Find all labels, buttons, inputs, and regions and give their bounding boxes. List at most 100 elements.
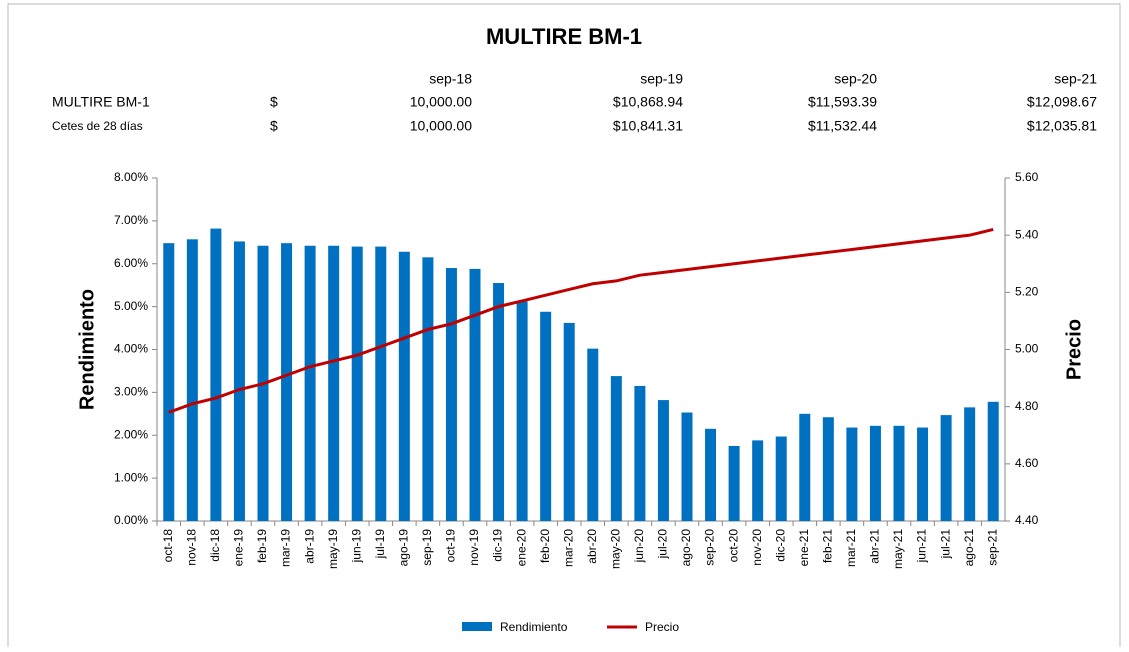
x-tick-label: nov-18	[185, 529, 199, 566]
table-header: sep-21	[1054, 71, 1097, 87]
y2-tick-label: 5.60	[1015, 170, 1039, 184]
x-tick-label: sep-20	[703, 529, 717, 566]
x-tick-label: dic-18	[208, 529, 222, 562]
x-tick-label: mar-20	[561, 529, 575, 567]
bar	[799, 413, 811, 521]
x-tick-label: oct-18	[161, 529, 175, 563]
bar	[351, 246, 363, 521]
bar	[987, 401, 999, 521]
bar	[587, 348, 599, 521]
y2-tick-label: 4.80	[1015, 399, 1039, 413]
x-tick-label: ene-20	[514, 529, 528, 567]
x-tick-label: ene-19	[232, 529, 246, 567]
bar	[469, 268, 481, 521]
x-tick-label: ago-20	[679, 529, 693, 567]
bar	[610, 376, 622, 521]
legend-swatch	[462, 622, 492, 631]
x-tick-label: nov-20	[750, 529, 764, 566]
legend-label: Rendimiento	[500, 620, 568, 634]
table-header: sep-18	[429, 71, 472, 87]
y2-tick-label: 5.00	[1015, 342, 1039, 356]
y-tick-label: 1.00%	[114, 470, 148, 484]
x-tick-label: dic-19	[491, 529, 505, 562]
table-cell: $12,098.67	[1027, 94, 1097, 110]
bar	[681, 412, 693, 521]
bar	[233, 241, 245, 521]
table-cell: $10,868.94	[613, 94, 683, 110]
bar	[540, 311, 552, 521]
bar	[422, 257, 434, 521]
y2-tick-label: 4.40	[1015, 513, 1039, 527]
x-tick-label: sep-21	[985, 529, 999, 566]
bar	[964, 407, 976, 521]
y2-tick-label: 5.40	[1015, 227, 1039, 241]
y-tick-label: 3.00%	[114, 385, 148, 399]
x-tick-label: jun-19	[349, 529, 363, 564]
x-tick-label: ago-21	[962, 529, 976, 567]
y-tick-label: 4.00%	[114, 342, 148, 356]
x-tick-label: nov-19	[467, 529, 481, 566]
table-cell: $12,035.81	[1027, 118, 1097, 134]
table-cell: $11,532.44	[808, 118, 877, 134]
x-tick-label: abr-19	[302, 529, 316, 564]
bar	[210, 228, 222, 521]
x-tick-label: jun-20	[632, 529, 646, 564]
bar	[775, 436, 787, 521]
table-header: sep-20	[834, 71, 877, 87]
table-cell: 10,000.00	[410, 94, 472, 110]
row-label: MULTIRE BM-1	[52, 94, 150, 110]
bar	[186, 239, 198, 521]
line	[168, 227, 994, 414]
y2-tick-label: 5.20	[1015, 285, 1039, 299]
bar	[869, 425, 881, 521]
x-tick-label: oct-19	[444, 529, 458, 563]
x-tick-label: jul-20	[656, 529, 670, 560]
x-tick-label: may-21	[891, 529, 905, 569]
bar	[281, 243, 293, 522]
bar	[705, 428, 717, 521]
x-tick-label: ago-19	[397, 529, 411, 567]
y-tick-label: 0.00%	[114, 513, 148, 527]
bar	[304, 245, 316, 521]
x-tick-label: mar-19	[279, 529, 293, 567]
x-tick-label: feb-20	[538, 529, 552, 563]
y-tick-label: 5.00%	[114, 299, 148, 313]
x-tick-label: sep-19	[420, 529, 434, 566]
y-tick-label: 8.00%	[114, 170, 148, 184]
bar	[634, 385, 646, 521]
y2-tick-label: 4.60	[1015, 456, 1039, 470]
table-cell: 10,000.00	[410, 118, 472, 134]
x-tick-label: oct-20	[726, 529, 740, 563]
row-label: Cetes de 28 días	[52, 119, 143, 133]
y-tick-label: 7.00%	[114, 213, 148, 227]
table-cell: $11,593.39	[808, 94, 877, 110]
x-tick-label: jul-21	[938, 529, 952, 560]
bar	[375, 246, 387, 521]
x-tick-label: may-20	[609, 529, 623, 569]
bar	[752, 440, 764, 521]
table-header: sep-19	[640, 71, 683, 87]
legend-label: Precio	[645, 620, 679, 634]
y2-axis-title: Precio	[1063, 319, 1085, 380]
bar	[846, 427, 858, 521]
bar	[398, 251, 410, 521]
bar	[163, 243, 175, 522]
frame	[7, 3, 1121, 652]
bar	[563, 322, 575, 521]
bar	[917, 427, 929, 521]
x-tick-label: mar-21	[844, 529, 858, 567]
x-tick-label: abr-20	[585, 529, 599, 564]
bar	[328, 245, 340, 521]
x-tick-label: abr-21	[868, 529, 882, 564]
bar	[893, 425, 905, 521]
x-tick-label: feb-21	[821, 529, 835, 563]
y-tick-label: 6.00%	[114, 256, 148, 270]
x-tick-label: may-19	[326, 529, 340, 569]
chart-title: MULTIRE BM-1	[486, 24, 642, 49]
bar	[822, 417, 834, 521]
currency: $	[270, 94, 278, 110]
x-tick-label: jul-19	[373, 529, 387, 560]
currency: $	[270, 118, 278, 134]
y-axis-title: Rendimiento	[76, 289, 98, 410]
